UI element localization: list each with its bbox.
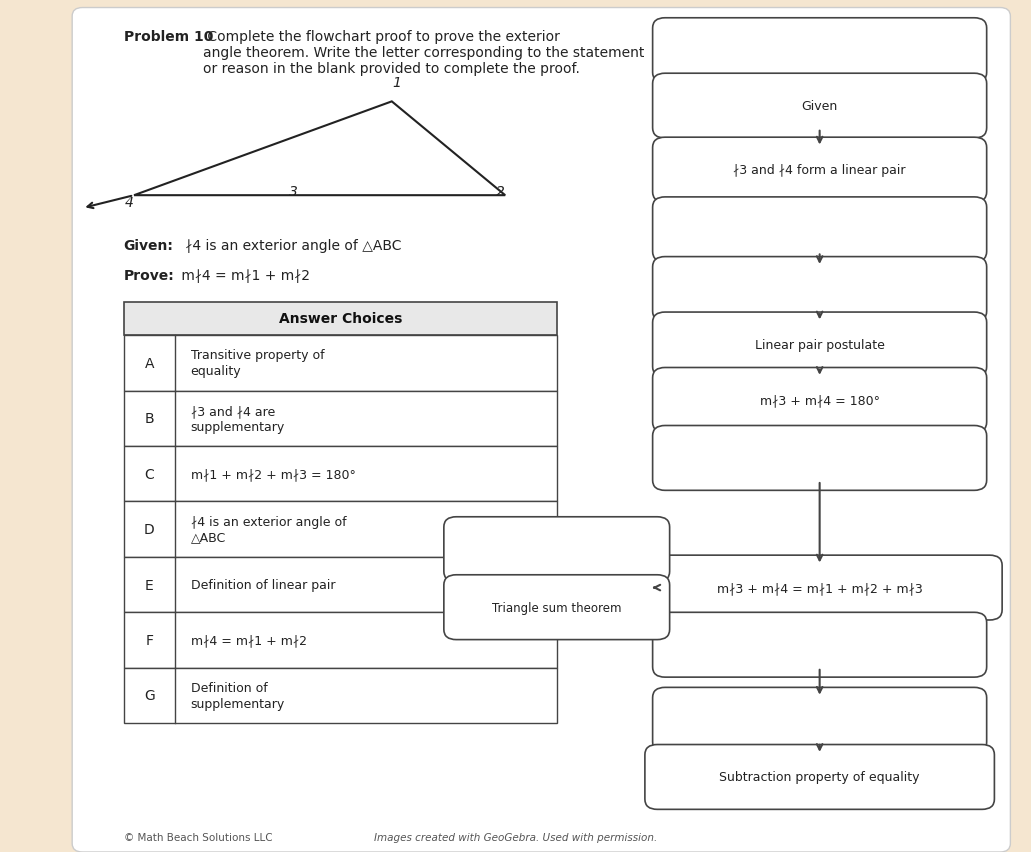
FancyBboxPatch shape bbox=[653, 74, 987, 139]
Text: 3: 3 bbox=[290, 185, 298, 199]
Text: A: A bbox=[144, 356, 155, 371]
Text: Prove:: Prove: bbox=[124, 268, 174, 282]
Text: m∤4 = m∤1 + m∤2: m∤4 = m∤1 + m∤2 bbox=[177, 268, 310, 282]
Text: D: D bbox=[144, 522, 155, 537]
Text: Answer Choices: Answer Choices bbox=[278, 312, 402, 326]
Text: Triangle sum theorem: Triangle sum theorem bbox=[492, 601, 622, 614]
FancyBboxPatch shape bbox=[124, 668, 557, 723]
FancyBboxPatch shape bbox=[653, 368, 987, 433]
Text: Definition of linear pair: Definition of linear pair bbox=[191, 579, 335, 591]
FancyBboxPatch shape bbox=[124, 613, 557, 668]
FancyBboxPatch shape bbox=[124, 336, 557, 391]
Text: 4: 4 bbox=[125, 196, 133, 210]
FancyBboxPatch shape bbox=[653, 257, 987, 322]
Text: © Math Beach Solutions LLC: © Math Beach Solutions LLC bbox=[124, 832, 272, 842]
Text: m∤3 + m∤4 = m∤1 + m∤2 + m∤3: m∤3 + m∤4 = m∤1 + m∤2 + m∤3 bbox=[717, 581, 923, 595]
FancyBboxPatch shape bbox=[124, 302, 557, 336]
Text: F: F bbox=[145, 633, 154, 648]
Text: m∤1 + m∤2 + m∤3 = 180°: m∤1 + m∤2 + m∤3 = 180° bbox=[191, 468, 356, 481]
FancyBboxPatch shape bbox=[645, 745, 995, 809]
Text: Given: Given bbox=[801, 100, 838, 113]
Text: Subtraction property of equality: Subtraction property of equality bbox=[720, 770, 920, 784]
Text: ∤4 is an exterior angle of △ABC: ∤4 is an exterior angle of △ABC bbox=[181, 239, 402, 252]
Text: 1: 1 bbox=[393, 76, 401, 89]
Text: ∤3 and ∤4 are
supplementary: ∤3 and ∤4 are supplementary bbox=[191, 405, 285, 433]
Text: 2: 2 bbox=[496, 185, 504, 199]
FancyBboxPatch shape bbox=[653, 688, 987, 752]
FancyBboxPatch shape bbox=[443, 517, 670, 582]
FancyBboxPatch shape bbox=[653, 426, 987, 491]
FancyBboxPatch shape bbox=[653, 138, 987, 203]
Text: Transitive property of
equality: Transitive property of equality bbox=[191, 349, 325, 377]
Text: E: E bbox=[145, 578, 154, 592]
Text: m∤4 = m∤1 + m∤2: m∤4 = m∤1 + m∤2 bbox=[191, 634, 307, 647]
FancyBboxPatch shape bbox=[124, 557, 557, 613]
FancyBboxPatch shape bbox=[653, 613, 987, 677]
Text: Complete the flowchart proof to prove the exterior
angle theorem. Write the lett: Complete the flowchart proof to prove th… bbox=[203, 30, 644, 76]
Text: Images created with GeoGebra. Used with permission.: Images created with GeoGebra. Used with … bbox=[374, 832, 657, 842]
Text: m∤3 + m∤4 = 180°: m∤3 + m∤4 = 180° bbox=[760, 394, 879, 407]
FancyBboxPatch shape bbox=[443, 575, 670, 640]
FancyBboxPatch shape bbox=[72, 9, 1010, 852]
FancyBboxPatch shape bbox=[653, 313, 987, 377]
Text: ∤3 and ∤4 form a linear pair: ∤3 and ∤4 form a linear pair bbox=[733, 164, 906, 177]
FancyBboxPatch shape bbox=[653, 19, 987, 83]
FancyBboxPatch shape bbox=[124, 446, 557, 502]
Text: Problem 10: Problem 10 bbox=[124, 30, 213, 43]
FancyBboxPatch shape bbox=[124, 391, 557, 446]
Text: B: B bbox=[144, 412, 155, 426]
Text: C: C bbox=[144, 467, 155, 481]
Text: ∤4 is an exterior angle of
△ABC: ∤4 is an exterior angle of △ABC bbox=[191, 515, 346, 544]
Text: G: G bbox=[144, 688, 155, 703]
Text: Given:: Given: bbox=[124, 239, 173, 252]
FancyBboxPatch shape bbox=[637, 556, 1002, 620]
FancyBboxPatch shape bbox=[124, 502, 557, 557]
FancyBboxPatch shape bbox=[653, 198, 987, 262]
Text: Linear pair postulate: Linear pair postulate bbox=[755, 338, 885, 352]
Text: Definition of
supplementary: Definition of supplementary bbox=[191, 682, 285, 710]
